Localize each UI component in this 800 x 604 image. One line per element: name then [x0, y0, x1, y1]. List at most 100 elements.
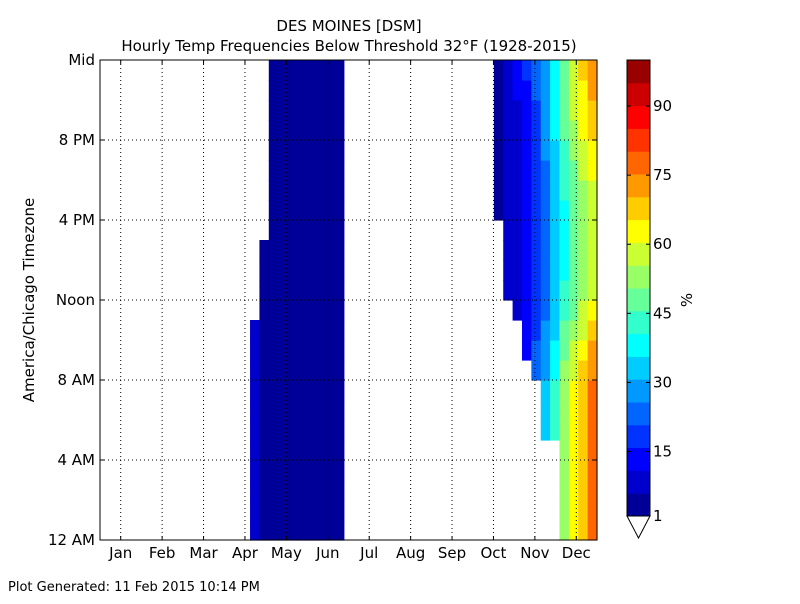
- colorbar-segment: [627, 310, 650, 335]
- heatmap-cell: [278, 260, 289, 281]
- heatmap-cell: [587, 480, 598, 501]
- heatmap-cell: [568, 420, 579, 441]
- heatmap-cell: [315, 440, 326, 461]
- heatmap-cell: [531, 140, 542, 161]
- heatmap-cell: [578, 220, 589, 241]
- heatmap-cell: [268, 280, 279, 301]
- heatmap-cell: [578, 160, 589, 181]
- heatmap-cell: [287, 60, 298, 81]
- heatmap-cell: [259, 260, 270, 281]
- heatmap-cell: [578, 120, 589, 141]
- heatmap-cell: [334, 160, 345, 181]
- y-tick-label: Mid: [68, 51, 95, 69]
- heatmap-cell: [578, 200, 589, 221]
- heatmap-cell: [568, 480, 579, 501]
- heatmap-cell: [503, 260, 514, 281]
- heatmap-cell: [278, 460, 289, 481]
- heatmap-cell: [578, 340, 589, 361]
- colorbar-segment: [627, 60, 650, 84]
- heatmap-cell: [268, 360, 279, 381]
- heatmap-cell: [587, 160, 598, 181]
- heatmap-cell: [325, 220, 336, 241]
- y-tick-label: 4 PM: [59, 211, 95, 229]
- heatmap-cell: [540, 360, 551, 381]
- heatmap-cell: [306, 60, 317, 81]
- heatmap-cell: [278, 360, 289, 381]
- heatmap-cell: [559, 80, 570, 101]
- heatmap-cell: [587, 440, 598, 461]
- heatmap-cell: [531, 160, 542, 181]
- heatmap-cell: [550, 160, 561, 181]
- x-tick-label: Feb: [149, 544, 176, 562]
- heatmap-cell: [512, 120, 523, 141]
- x-tick-label: Jan: [108, 544, 132, 562]
- heatmap-cell: [559, 400, 570, 421]
- heatmap-cell: [550, 60, 561, 81]
- heatmap-cell: [493, 60, 504, 81]
- heatmap-cell: [559, 280, 570, 301]
- colorbar-segment: [627, 470, 650, 494]
- heatmap-cell: [531, 340, 542, 361]
- heatmap-cell: [512, 60, 523, 81]
- heatmap-cell: [334, 80, 345, 101]
- heatmap-cell: [268, 260, 279, 281]
- heatmap-cell: [559, 60, 570, 81]
- heatmap-cell: [334, 60, 345, 81]
- colorbar-segment: [627, 105, 650, 129]
- heatmap-cell: [568, 340, 579, 361]
- heatmap-cell: [550, 400, 561, 421]
- heatmap-cell: [587, 120, 598, 141]
- heatmap-cell: [315, 140, 326, 161]
- heatmap-cell: [531, 360, 542, 381]
- heatmap-cell: [325, 460, 336, 481]
- heatmap-cell: [306, 80, 317, 101]
- heatmap-cell: [568, 100, 579, 121]
- heatmap-cell: [306, 460, 317, 481]
- heatmap-cell: [334, 260, 345, 281]
- heatmap-cell: [315, 280, 326, 301]
- heatmap-cell: [578, 500, 589, 521]
- chart-title: DES MOINES [DSM]: [276, 17, 421, 35]
- heatmap-cell: [334, 180, 345, 201]
- heatmap-cell: [587, 420, 598, 441]
- heatmap-cell: [559, 340, 570, 361]
- heatmap-cell: [531, 200, 542, 221]
- heatmap-cell: [503, 240, 514, 261]
- heatmap-cell: [306, 480, 317, 501]
- colorbar-segment: [627, 288, 650, 312]
- heatmap-cell: [550, 260, 561, 281]
- heatmap-cell: [287, 100, 298, 121]
- heatmap-cell: [578, 300, 589, 321]
- heatmap-cell: [306, 420, 317, 441]
- y-axis: 12 AM 4 AM 8 AM Noon 4 PM 8 PM Mid: [48, 51, 597, 549]
- heatmap-cell: [296, 440, 307, 461]
- heatmap-cell: [587, 200, 598, 221]
- heatmap-cell: [306, 280, 317, 301]
- heatmap-cell: [268, 440, 279, 461]
- heatmap-cell: [278, 60, 289, 81]
- heatmap-cell: [268, 180, 279, 201]
- heatmap-cell: [259, 520, 270, 541]
- heatmap-cell: [325, 60, 336, 81]
- heatmap-cell: [540, 60, 551, 81]
- heatmap-cell: [268, 160, 279, 181]
- colorbar-segment: [627, 265, 650, 289]
- heatmap-cell: [278, 300, 289, 321]
- heatmap-cell: [315, 80, 326, 101]
- heatmap-cell: [296, 200, 307, 221]
- heatmap-cell: [296, 360, 307, 381]
- x-tick-label: Apr: [232, 544, 259, 562]
- heatmap-cell: [568, 280, 579, 301]
- heatmap-cell: [278, 160, 289, 181]
- heatmap-cell: [278, 440, 289, 461]
- heatmap-cell: [578, 400, 589, 421]
- heatmap-cell: [268, 80, 279, 101]
- heatmap-cell: [578, 140, 589, 161]
- heatmap-cell: [578, 320, 589, 341]
- heatmap-cell: [334, 200, 345, 221]
- heatmap-cell: [540, 180, 551, 201]
- heatmap-cell: [296, 320, 307, 341]
- heatmap-cell: [550, 180, 561, 201]
- heatmap-cell: [315, 340, 326, 361]
